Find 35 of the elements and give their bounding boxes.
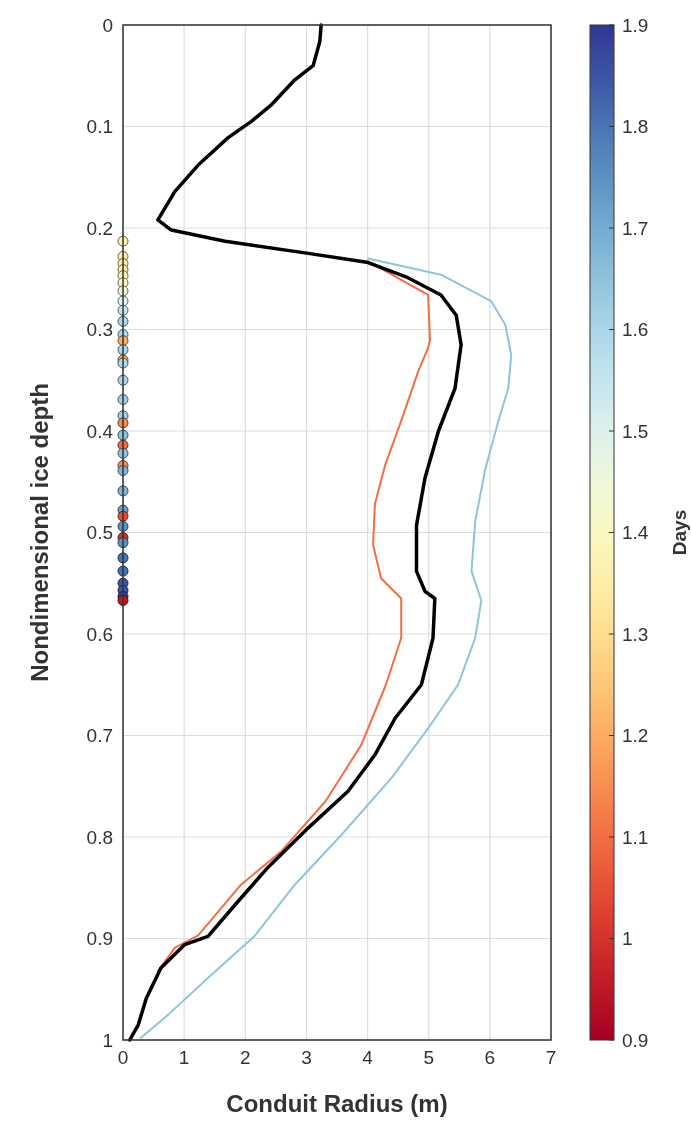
x-tick-label: 2 xyxy=(240,1047,251,1068)
x-tick-label: 7 xyxy=(545,1047,557,1068)
x-tick-label: 6 xyxy=(484,1047,496,1068)
y-tick-label: 0.8 xyxy=(86,826,113,848)
y-tick-label: 0.1 xyxy=(86,116,113,138)
x-tick-label: 4 xyxy=(362,1047,374,1068)
color-bar-label: 1.4 xyxy=(622,522,649,544)
y-tick-label: 1 xyxy=(102,1029,113,1051)
color-bar-label: 1.8 xyxy=(622,116,649,138)
color-bar-label: 0.9 xyxy=(622,1029,649,1051)
y-tick-label: 0.6 xyxy=(86,623,113,645)
y-tick-label: 0.4 xyxy=(86,420,114,442)
color-bar-label: 1.2 xyxy=(622,725,649,747)
x-tick-label: 0 xyxy=(117,1047,129,1068)
color-bar-label: 1.3 xyxy=(622,623,649,645)
color-bar-label: 1.5 xyxy=(622,420,649,442)
y-tick-label: 0.5 xyxy=(86,522,113,544)
y-axis-title: Nondimensional ice depth xyxy=(26,383,53,682)
x-axis-title: Conduit Radius (m) xyxy=(226,1090,448,1117)
y-tick-label: 0.9 xyxy=(86,928,113,950)
y-tick-label: 0.2 xyxy=(86,217,113,239)
x-tick-label: 3 xyxy=(301,1047,312,1068)
color-bar-label: 1.1 xyxy=(622,826,649,848)
y-tick-label: 0 xyxy=(102,14,113,36)
color-bar-label: 1.6 xyxy=(622,319,649,341)
x-tick-label: 5 xyxy=(423,1047,434,1068)
color-bar-label: 1.7 xyxy=(622,217,649,239)
color-bar-label: 1 xyxy=(622,928,633,950)
x-tick-label: 1 xyxy=(178,1047,190,1068)
color-bar-label: 1.9 xyxy=(622,14,649,36)
color-bar-title: Days xyxy=(669,509,690,556)
y-tick-label: 0.7 xyxy=(86,725,113,747)
line-series xyxy=(127,23,463,1042)
y-tick-label: 0.3 xyxy=(86,319,113,341)
line-series xyxy=(139,257,513,1039)
